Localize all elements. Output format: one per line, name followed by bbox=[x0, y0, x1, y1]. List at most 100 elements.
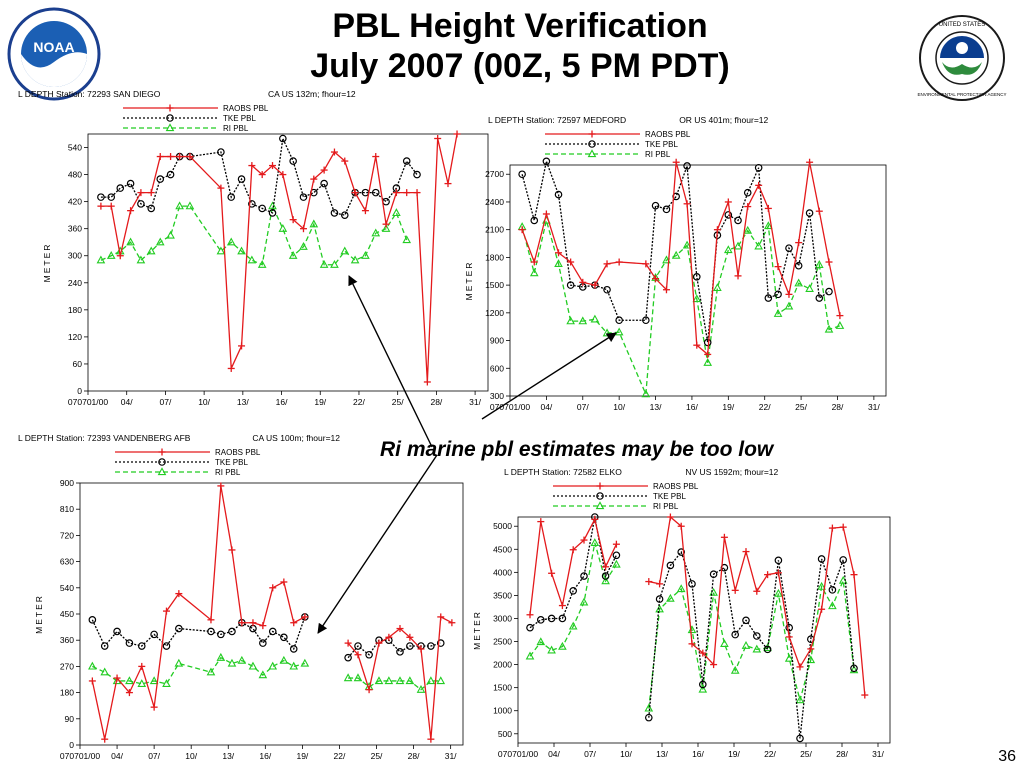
data-point-ri bbox=[536, 637, 546, 646]
data-point-ri bbox=[814, 260, 824, 268]
data-point-ri bbox=[754, 241, 763, 250]
data-point-ri bbox=[330, 260, 339, 268]
chart-station-label: L DEPTH Station: 72582 ELKO bbox=[504, 467, 622, 477]
data-point-raobs bbox=[217, 184, 225, 192]
data-point-tke bbox=[724, 211, 733, 219]
legend-marker-ri bbox=[165, 123, 175, 132]
data-point-tke bbox=[601, 572, 610, 580]
x-tick-label: 25/ bbox=[392, 397, 404, 407]
data-point-tke bbox=[666, 561, 675, 570]
y-tick-label: 720 bbox=[60, 530, 74, 540]
data-point-tke bbox=[125, 639, 134, 647]
chart-station-info: CA US 132m; fhour=12 bbox=[268, 89, 356, 99]
data-point-raobs bbox=[344, 639, 352, 647]
data-point-ri bbox=[720, 639, 729, 647]
data-point-ri bbox=[96, 255, 106, 264]
data-point-raobs bbox=[113, 674, 121, 682]
data-point-ri bbox=[703, 357, 713, 366]
data-point-ri bbox=[405, 676, 415, 685]
data-point-ri bbox=[361, 250, 370, 259]
x-tick-label: 28/ bbox=[836, 749, 848, 759]
data-point-ri bbox=[579, 597, 589, 606]
legend-marker-tke bbox=[166, 114, 174, 122]
y-tick-label: 540 bbox=[60, 583, 74, 593]
legend-marker-ri bbox=[587, 149, 597, 158]
data-point-ri bbox=[137, 679, 147, 688]
data-point-raobs bbox=[753, 587, 761, 595]
data-point-tke bbox=[580, 572, 588, 580]
data-point-tke bbox=[603, 285, 611, 294]
data-point-ri bbox=[601, 576, 610, 585]
data-point-ri bbox=[309, 219, 319, 228]
x-tick-label: 13/ bbox=[656, 749, 668, 759]
data-point-raobs bbox=[299, 225, 307, 233]
data-point-raobs bbox=[444, 180, 452, 188]
data-point-raobs bbox=[526, 611, 534, 619]
x-tick-label: 25/ bbox=[795, 402, 807, 412]
data-point-ri bbox=[723, 245, 733, 254]
chart-3: L DEPTH Station: 72582 ELKO NV US 1592m; … bbox=[472, 467, 891, 759]
data-point-tke bbox=[100, 642, 109, 650]
data-point-raobs bbox=[615, 258, 623, 266]
data-point-ri bbox=[247, 255, 257, 264]
data-point-tke bbox=[651, 201, 660, 210]
y-tick-label: 450 bbox=[60, 609, 74, 619]
data-point-raobs bbox=[815, 207, 823, 215]
x-tick-label: 070701/00 bbox=[498, 749, 538, 759]
data-point-tke bbox=[436, 639, 445, 647]
data-point-raobs bbox=[795, 239, 803, 247]
data-point-raobs bbox=[580, 536, 588, 544]
data-point-raobs bbox=[774, 263, 782, 271]
data-point-ri bbox=[227, 658, 237, 667]
legend-label-ri: RI PBL bbox=[215, 468, 241, 477]
data-point-ri bbox=[774, 588, 783, 597]
data-point-tke bbox=[116, 184, 125, 192]
data-point-ri bbox=[828, 601, 837, 610]
data-point-tke bbox=[677, 548, 686, 556]
data-point-tke bbox=[126, 179, 135, 188]
data-point-raobs bbox=[785, 633, 793, 641]
legend-label-raobs: RAOBS PBL bbox=[645, 130, 691, 139]
x-tick-label: 13/ bbox=[650, 402, 662, 412]
data-point-raobs bbox=[724, 198, 732, 206]
data-point-raobs bbox=[744, 203, 752, 211]
x-tick-label: 04/ bbox=[121, 397, 133, 407]
y-axis-label: METER bbox=[472, 610, 482, 650]
data-point-raobs bbox=[207, 616, 215, 624]
data-point-ri bbox=[174, 658, 184, 667]
data-point-raobs bbox=[290, 619, 298, 627]
data-point-ri bbox=[426, 676, 436, 685]
data-point-ri bbox=[730, 665, 740, 674]
data-point-raobs bbox=[683, 200, 691, 208]
data-point-raobs bbox=[413, 189, 421, 197]
data-point-raobs bbox=[518, 226, 526, 234]
data-point-tke bbox=[228, 627, 236, 636]
x-tick-label: 16/ bbox=[276, 397, 288, 407]
data-point-raobs bbox=[662, 286, 670, 294]
data-point-tke bbox=[413, 170, 421, 179]
legend-label-raobs: RAOBS PBL bbox=[653, 482, 699, 491]
y-tick-label: 360 bbox=[60, 635, 74, 645]
x-tick-label: 13/ bbox=[222, 751, 234, 761]
legend-marker-raobs bbox=[596, 482, 604, 490]
data-point-ri bbox=[547, 645, 556, 654]
y-tick-label: 2000 bbox=[493, 660, 512, 670]
data-point-tke bbox=[365, 650, 373, 659]
data-point-raobs bbox=[742, 548, 750, 556]
data-point-raobs bbox=[127, 207, 135, 215]
data-point-ri bbox=[733, 241, 743, 250]
legend-label-ri: RI PBL bbox=[653, 502, 679, 511]
data-point-raobs bbox=[361, 207, 369, 215]
data-point-ri bbox=[166, 230, 175, 239]
x-tick-label: 19/ bbox=[722, 402, 734, 412]
data-point-raobs bbox=[818, 605, 826, 613]
data-point-raobs bbox=[269, 162, 277, 170]
data-point-tke bbox=[558, 614, 567, 623]
data-point-tke bbox=[764, 294, 773, 302]
legend-marker-raobs bbox=[158, 448, 166, 456]
y-tick-label: 810 bbox=[60, 504, 74, 514]
data-point-tke bbox=[753, 632, 761, 640]
x-tick-label: 22/ bbox=[353, 397, 365, 407]
data-point-ri bbox=[436, 676, 446, 685]
data-point-tke bbox=[248, 200, 256, 208]
